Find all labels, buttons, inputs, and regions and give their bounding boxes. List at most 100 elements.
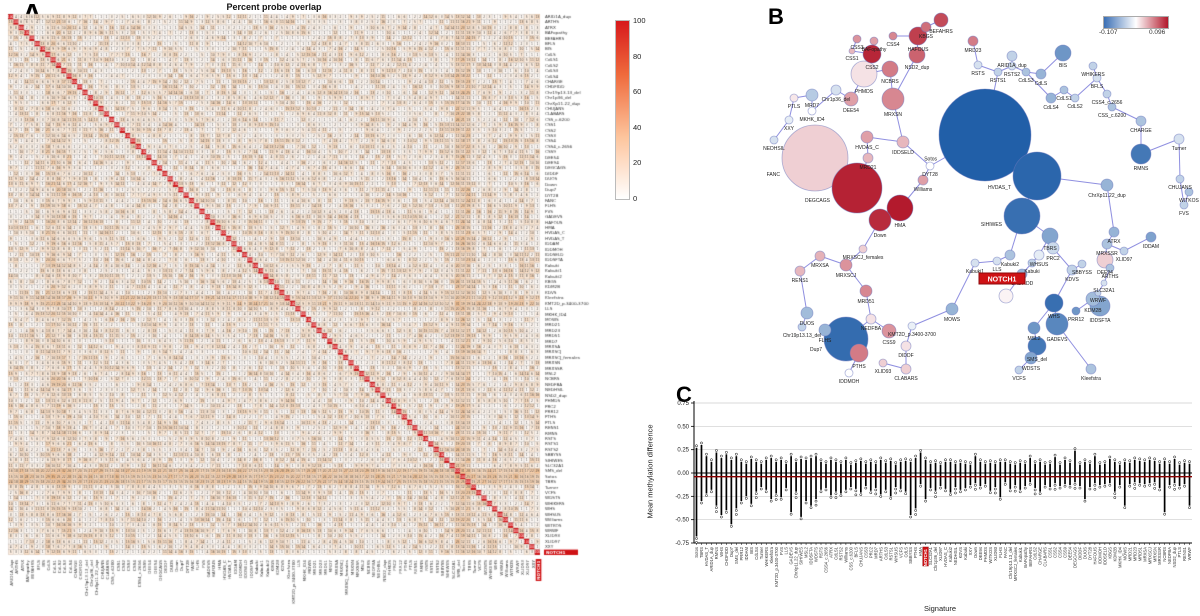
network-node-label: Kleefstra [1081,376,1101,382]
probe-overlap-heatmap [0,0,660,616]
network-node [1108,226,1120,238]
x-label: XLID93 [993,546,998,561]
outlier-point [889,496,893,500]
outlier-point [934,491,937,495]
outlier-point [734,513,738,516]
network-node-label: KDM2B [1084,308,1102,314]
network-node-label: PHMDS [855,89,874,95]
outlier-point [759,487,763,491]
x-label: NEDHSIL [953,546,958,565]
x-label: Dup7 [729,546,734,557]
network-node [858,244,868,254]
x-label: CSS4 [1058,546,1063,558]
outlier-point [705,494,708,497]
outlier-point [1158,488,1161,492]
network-node-label: SLC32A1 [1093,288,1115,294]
outlier-point [974,452,977,456]
outlier-point [954,487,957,491]
network-node-label: Sotos [924,156,937,162]
outlier-point [759,460,763,464]
outlier-point [1148,456,1152,460]
network-node-label: HVDAS_C [855,145,879,151]
outlier-point [769,499,773,503]
network-node-label: MRD51 [858,299,875,305]
network-node-label: WHSUS [1030,262,1049,268]
outlier-point [1043,461,1047,464]
y-tick-label: 0.00 [677,471,689,477]
outlier-point [939,461,942,464]
x-label: BIS [749,547,754,554]
outlier-point [1173,483,1176,487]
x-label: IDDMOH [1097,547,1102,564]
x-label: MKHK_ID4 [1117,546,1122,568]
outlier-point [715,449,718,452]
outlier-point [904,492,908,496]
network-node-label: NSD2_dup [905,65,930,71]
outlier-point [1038,458,1042,462]
outlier-point [1128,484,1132,488]
network-node-label: HAFOUS [908,47,930,53]
x-label: Turner [759,546,764,559]
x-label: SIHIWES [799,547,804,565]
outlier-point [1033,460,1037,464]
network-node [1175,174,1185,184]
x-label: DYT28 [1088,546,1093,560]
outlier-point [894,491,898,495]
outlier-point [959,490,962,494]
outlier-point [829,456,833,460]
network-node [1184,187,1194,197]
outlier-point [919,484,922,488]
x-label: MRD7 [873,546,878,559]
network-node-label: CdLS2 [1067,104,1083,110]
x-label: DUOS [1083,547,1088,559]
network-node-label: CHARGE [1130,128,1152,134]
x-label: RMNS [714,547,719,560]
network-node-label: Williams [914,187,933,193]
x-label: CHDFIDD [724,547,729,566]
network-colorbar-gradient [1103,16,1169,29]
outlier-point [1048,460,1052,464]
x-label: MOWS [1122,547,1127,561]
outlier-point [839,494,843,497]
x-label: DIDDF [1078,547,1083,560]
outlier-point [1068,459,1072,463]
outlier-point [924,499,927,503]
network-node-label: MKHK_ID4 [799,117,824,123]
network-node-label: WHS [1048,314,1060,320]
outlier-point [695,444,698,448]
network-node [1179,200,1189,210]
x-label: MRXSA [1142,547,1147,562]
outlier-point [1068,485,1072,489]
x-label: ARID1A_dup [709,546,714,571]
outlier-point [1078,461,1082,464]
network-node-label: CSS4 [886,42,899,48]
outlier-point [849,487,853,491]
x-label: Down [973,546,978,557]
x-label: CSS4_c.2656 [824,546,829,573]
network-node-label: ARID1A_dup [997,63,1026,69]
x-label-highlight-box [922,546,929,567]
outlier-point [1053,483,1057,487]
network-node [839,258,853,272]
network-node-label: CdLS3 [1018,78,1034,84]
outlier-point [1013,489,1017,493]
network-node [970,258,980,268]
outlier-point [1053,453,1057,457]
network-node-label: GADEVS [1047,337,1069,343]
outlier-point [909,515,912,519]
network-node [814,250,826,262]
network-node [850,60,878,88]
network-node-label: Kabuki2 [1001,262,1019,268]
outlier-point [974,487,977,491]
outlier-point [859,493,863,496]
network-node [1041,227,1059,245]
outlier-point [1058,486,1062,490]
x-label: MRD23 [1132,546,1137,561]
x-label: CdLS4 [754,546,759,559]
outlier-point [1003,482,1007,486]
outlier-point [814,452,818,456]
network-node-label: CSS1 [845,56,858,62]
outlier-point [1008,489,1012,493]
outlier-point [834,492,838,496]
